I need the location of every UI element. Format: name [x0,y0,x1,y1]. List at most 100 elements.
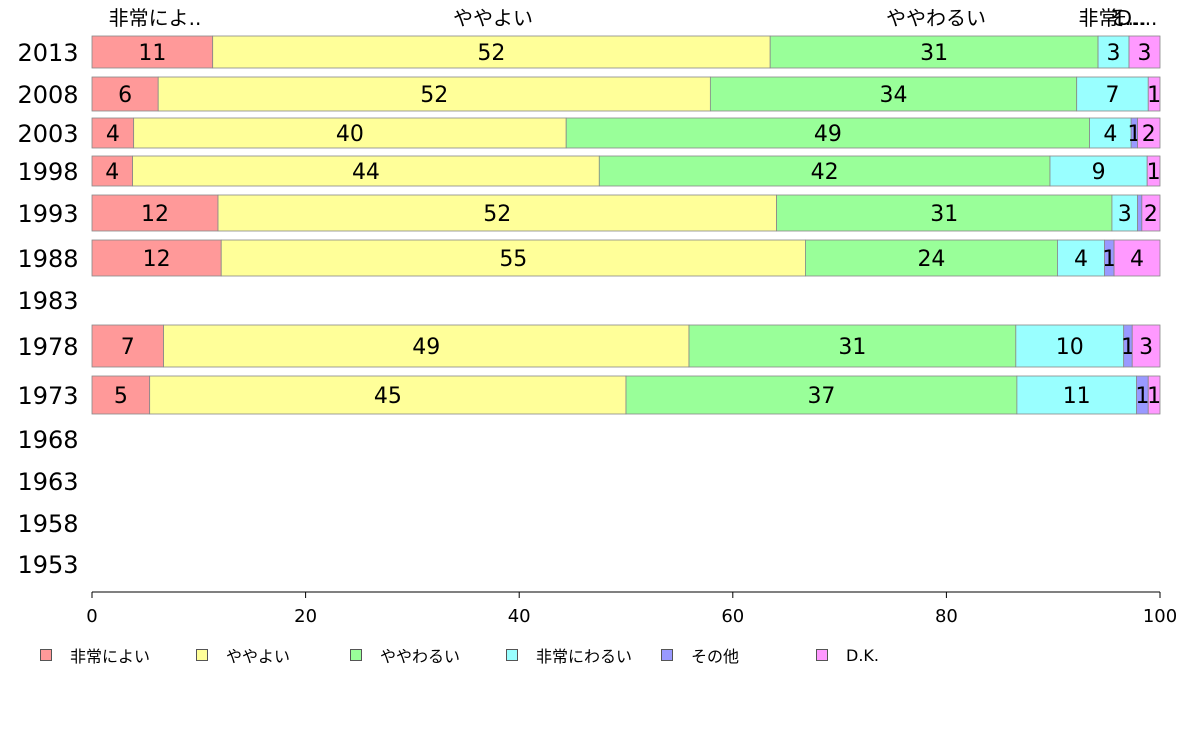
data-label: 37 [807,384,835,409]
x-tick-label: 60 [721,606,744,627]
bar-segment [709,76,1078,112]
data-label: 2 [1144,202,1158,227]
legend-swatch [506,649,518,661]
top-label: 非常によ.. [109,6,202,30]
bar-segment [1131,324,1161,368]
data-label: 9 [1092,160,1106,185]
bar-segment [91,117,135,149]
legend-item: その他 [661,643,739,667]
bar-segment [91,76,159,112]
data-label: 1 [1135,384,1149,409]
bar-segment [1049,155,1148,187]
x-tick-label: 80 [935,606,958,627]
data-label: 4 [1103,122,1117,147]
data-label: 7 [1105,83,1119,108]
data-label: 4 [1130,247,1144,272]
data-label: 11 [1063,384,1091,409]
data-label: 31 [838,335,866,360]
bar-segment [1137,194,1143,232]
top-label: ややわるい [886,6,986,30]
bar-segment [157,76,711,112]
bar-segment [149,375,627,415]
legend-swatch [816,649,828,661]
y-tick-label: 2008 [17,81,78,109]
y-tick-label: 1998 [17,158,78,186]
data-label: 45 [374,384,402,409]
y-tick-label: 2013 [17,39,78,67]
top-label: ややよい [453,6,533,30]
data-label: 10 [1056,335,1084,360]
legend-swatch [350,649,362,661]
bar-segment [1057,239,1105,277]
data-label: 31 [930,202,958,227]
data-label: 12 [141,202,169,227]
bar-segment [132,155,600,187]
y-tick-label: 1963 [17,468,78,496]
bar-segment [625,375,1018,415]
data-label: 52 [477,41,505,66]
data-label: 1 [1121,335,1135,360]
data-label: 1 [1147,384,1161,409]
data-label: 1 [1147,160,1161,185]
data-label: 3 [1107,41,1121,66]
bar-segment [1111,194,1138,232]
y-tick-label: 1973 [17,382,78,410]
data-label: 44 [352,160,380,185]
bar-segment [1147,76,1161,112]
y-tick-label: 1968 [17,426,78,454]
legend-item: ややよい [196,643,290,667]
legend-item: D.K. [816,643,879,667]
y-tick-label: 1958 [17,510,78,538]
data-label: 31 [920,41,948,66]
bar-segment [220,239,806,277]
bar-segment [1128,35,1161,69]
legend-label: 非常にわるい [536,647,633,666]
data-label: 12 [143,247,171,272]
data-label: 4 [105,160,119,185]
data-label: 49 [412,335,440,360]
top-label: そ... [1107,6,1146,30]
y-tick-label: 2003 [17,120,78,148]
bar-segment [217,194,777,232]
bar-segment [91,35,214,69]
bar-segment [1076,76,1149,112]
legend-label: 非常によい [70,647,151,666]
chart-svg: 非常によ.. ややよい ややわるい 非常...そ...D....2013 11 52 31 3… [17,6,1177,627]
bar-segment [133,117,567,149]
bar-segment [1141,194,1161,232]
data-label: 1 [1147,83,1161,108]
legend-label: ややよい [226,647,291,666]
bar-segment [688,324,1017,368]
data-label: 4 [1074,247,1088,272]
data-label: 1 [1102,247,1116,272]
data-label: 6 [118,83,132,108]
data-label: 3 [1139,335,1153,360]
data-label: 7 [121,335,135,360]
legend-swatch [661,649,673,661]
bar-segment [91,194,219,232]
bar-segment [1097,35,1130,69]
x-tick-label: 20 [294,606,317,627]
data-label: 3 [1138,41,1152,66]
data-label: 42 [811,160,839,185]
data-label: 34 [880,83,908,108]
data-label: 2 [1142,122,1156,147]
x-tick-label: 0 [86,606,97,627]
bar-segment [1137,117,1161,149]
bar-segment [598,155,1051,187]
y-tick-label: 1953 [17,551,78,579]
y-tick-label: 1983 [17,287,78,315]
data-label: 4 [106,122,120,147]
data-label: 3 [1118,202,1132,227]
bar-segment [163,324,690,368]
x-tick-label: 40 [508,606,531,627]
data-label: 40 [336,122,364,147]
y-tick-label: 1988 [17,245,78,273]
y-tick-label: 1978 [17,333,78,361]
data-label: 52 [483,202,511,227]
bar-segment [1015,324,1125,368]
data-label: 49 [814,122,842,147]
top-label: 非常... [1078,6,1137,30]
data-label: 24 [917,247,945,272]
